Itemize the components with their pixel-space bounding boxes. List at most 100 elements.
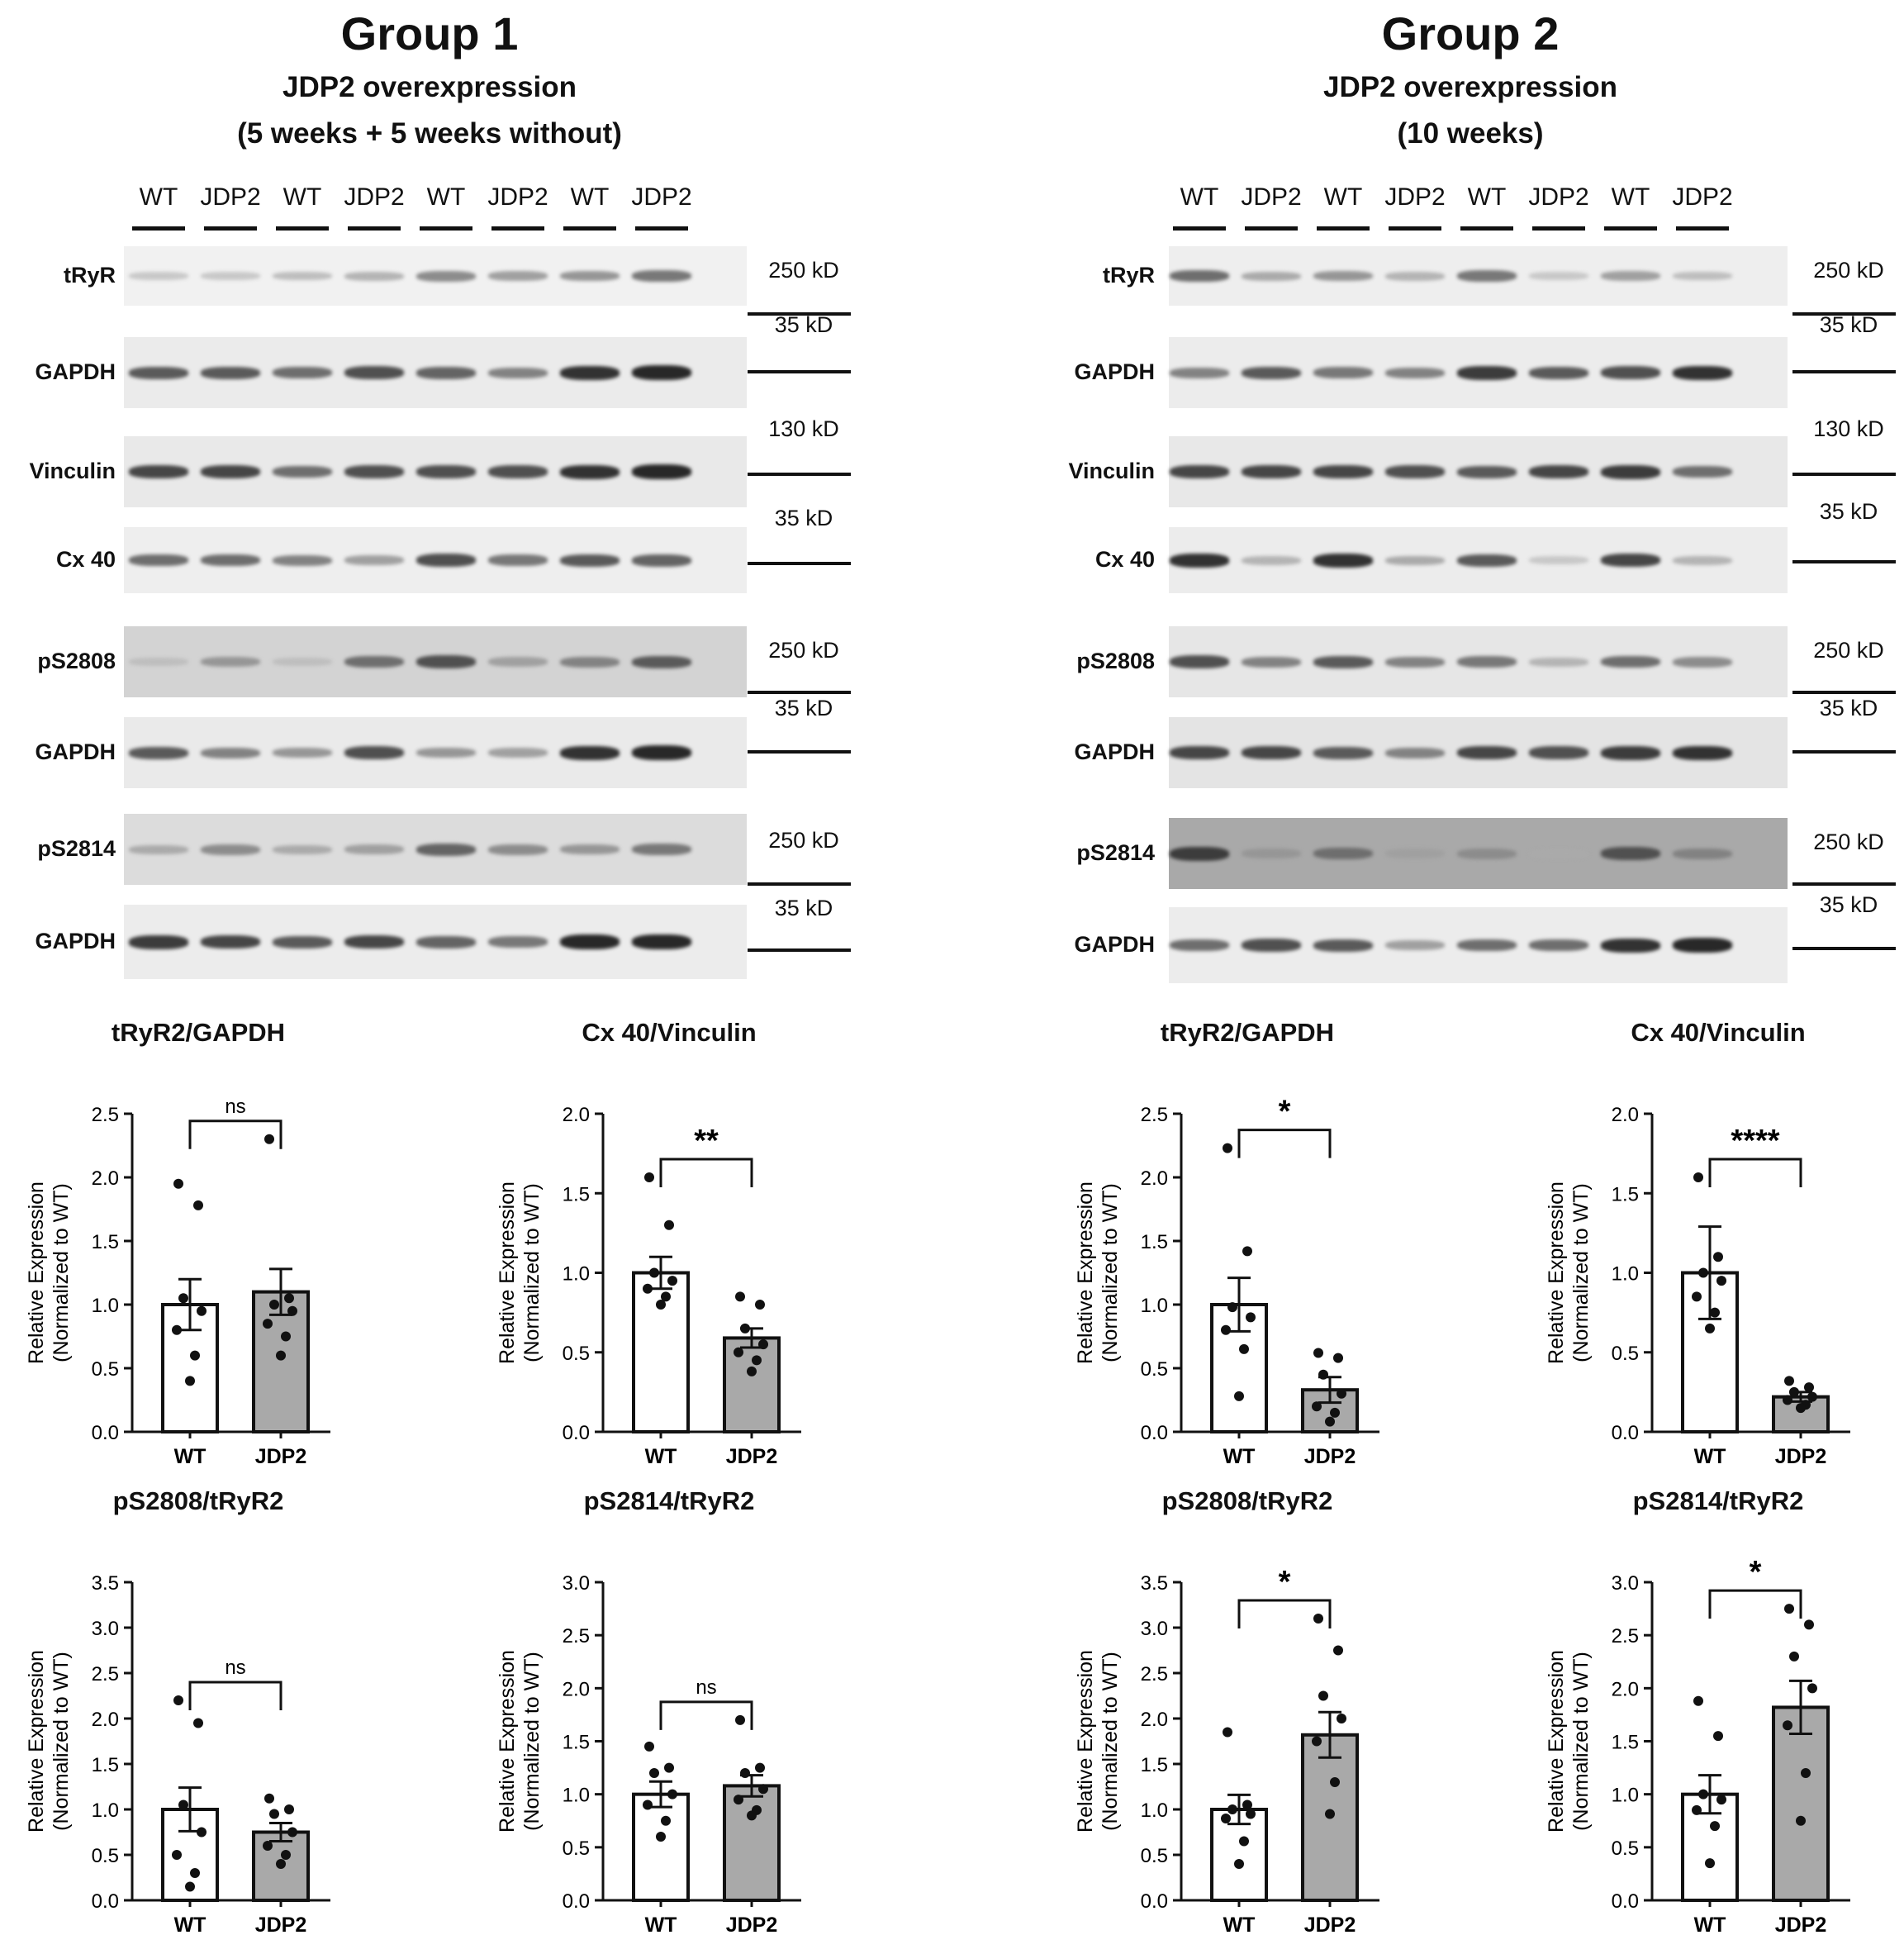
protein-band: [488, 367, 548, 378]
protein-band: [1242, 939, 1301, 952]
data-point: [758, 1784, 768, 1795]
bar-jdp2: [723, 1336, 781, 1433]
protein-band: [1242, 555, 1301, 565]
significance-label: ****: [1731, 1124, 1779, 1158]
chart-title: pS2808/tRyR2: [112, 1486, 284, 1515]
data-point: [1693, 1695, 1703, 1706]
protein-band: [488, 844, 548, 855]
data-point: [667, 1276, 677, 1286]
group2-subtitle-line2: (10 weeks): [1397, 117, 1544, 150]
protein-band: [201, 747, 260, 758]
protein-band: [344, 656, 404, 668]
protein-band: [632, 270, 691, 282]
protein-band: [201, 465, 260, 478]
y-tick-label: 2.5: [563, 1625, 590, 1647]
marker-line: [748, 312, 851, 316]
protein-band: [1457, 365, 1517, 380]
molecular-weight-label: 250 kD: [768, 258, 839, 283]
data-point: [1337, 1714, 1346, 1723]
protein-band: [201, 554, 260, 566]
data-point: [1807, 1683, 1817, 1694]
x-category-label: WT: [1694, 1445, 1726, 1468]
lane-label-8: JDP2: [1672, 183, 1733, 211]
data-point: [1784, 1376, 1794, 1386]
data-point: [656, 1832, 666, 1842]
protein-band: [201, 657, 260, 667]
y-tick-label: 1.5: [1141, 1754, 1168, 1776]
protein-band: [560, 745, 620, 760]
protein-band: [129, 658, 188, 666]
marker-line: [748, 370, 851, 373]
y-tick-label: 2.0: [92, 1167, 119, 1190]
data-point: [1789, 1651, 1799, 1662]
marker-line: [1792, 947, 1896, 950]
protein-band: [488, 748, 548, 758]
data-point: [197, 1305, 207, 1316]
protein-band: [1457, 939, 1517, 951]
y-tick-label: 2.0: [1141, 1167, 1168, 1190]
y-tick-label: 1.0: [563, 1263, 590, 1286]
data-point: [287, 1827, 297, 1838]
molecular-weight-label: 250 kD: [1813, 258, 1884, 283]
y-tick-label: 0.5: [1141, 1358, 1168, 1381]
protein-band: [416, 554, 476, 567]
chart-svg: 0.0 0.5 1.0 1.5 2.0 2.5 3.0 3.5 Relative Express…: [1074, 1565, 1379, 1937]
data-point: [1692, 1804, 1702, 1815]
protein-band: [1242, 271, 1301, 281]
molecular-weight-label: 35 kD: [774, 312, 833, 337]
protein-band: [416, 748, 476, 758]
y-tick-label: 0.0: [1141, 1422, 1168, 1444]
data-point: [1221, 1324, 1231, 1335]
protein-band: [344, 555, 404, 565]
data-point: [734, 1347, 743, 1357]
blot-label: Cx 40: [1094, 547, 1155, 572]
protein-band: [1529, 657, 1588, 667]
molecular-weight-label: 250 kD: [1813, 638, 1884, 663]
protein-band: [129, 366, 188, 379]
y-axis-label-line2: (Normalized to WT): [50, 1183, 73, 1362]
protein-band: [201, 935, 260, 948]
significance-bracket: [1708, 1158, 1802, 1187]
significance-label: ns: [225, 1657, 245, 1679]
molecular-weight-label: 250 kD: [768, 638, 839, 663]
data-point: [173, 1695, 183, 1705]
protein-band: [560, 464, 620, 479]
significance-bracket: [659, 1158, 753, 1187]
data-point: [1242, 1799, 1252, 1810]
data-point: [263, 1841, 273, 1851]
marker-line: [748, 882, 851, 886]
data-point: [755, 1762, 765, 1773]
lane-bar: [1604, 226, 1657, 231]
data-point: [263, 1319, 273, 1329]
y-tick-label: 1.0: [1612, 1785, 1639, 1807]
blot-image: [124, 246, 747, 306]
group1-subtitle-line1: JDP2 overexpression: [282, 71, 577, 103]
y-tick-label: 2.5: [92, 1104, 119, 1126]
molecular-weight-label: 35 kD: [774, 506, 833, 530]
data-point: [644, 1741, 654, 1752]
data-point: [287, 1305, 297, 1316]
bar-chart: pS2808/tRyR2 0.0 0.5 1.0 1.5 2.0 2.5 3.0 3.5 Rela…: [1049, 1483, 1429, 1946]
y-axis-label: Relative Expression: [496, 1650, 519, 1833]
protein-band: [1313, 848, 1373, 859]
x-category-label: JDP2: [255, 1445, 307, 1468]
data-point: [740, 1323, 750, 1334]
y-tick-label: 1.5: [92, 1231, 119, 1253]
protein-band: [344, 366, 404, 379]
blot-label: GAPDH: [1074, 739, 1155, 764]
y-tick-label: 2.0: [563, 1678, 590, 1700]
protein-band: [1601, 938, 1660, 953]
blot-image: [124, 527, 747, 593]
y-axis-label-line2: (Normalized to WT): [520, 1183, 544, 1362]
blot-label: GAPDH: [35, 929, 116, 953]
blot-image: [1169, 717, 1788, 788]
data-point: [735, 1291, 745, 1302]
lane-label-6: JDP2: [1528, 183, 1589, 211]
bar-chart: pS2808/tRyR2 0.0 0.5 1.0 1.5 2.0 2.5 3.0 3.5 Rela…: [0, 1483, 380, 1946]
data-point: [747, 1366, 757, 1376]
protein-band: [1242, 366, 1301, 379]
marker-line: [748, 473, 851, 476]
y-tick-label: 1.5: [92, 1754, 119, 1776]
chart-title: pS2808/tRyR2: [1161, 1486, 1333, 1515]
data-point: [1313, 1348, 1323, 1358]
